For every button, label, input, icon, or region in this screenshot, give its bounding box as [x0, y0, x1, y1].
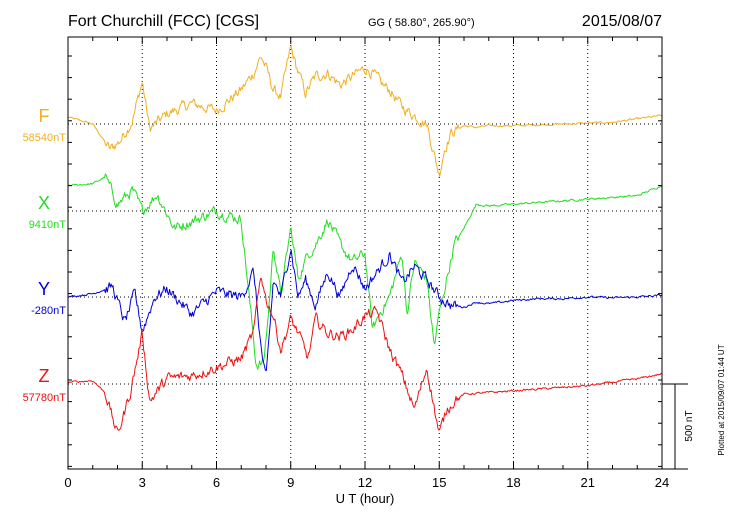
series-line-y	[67, 249, 663, 372]
series-name-f: F	[39, 106, 50, 126]
x-axis-label: U T (hour)	[336, 491, 395, 506]
series-name-z: Z	[39, 366, 50, 386]
series-baseline-value-f: 58540nT	[23, 132, 67, 144]
baselines	[68, 123, 662, 385]
station-coordinates: GG ( 58.80°, 265.90°)	[368, 17, 475, 29]
x-tick-label: 21	[581, 475, 595, 490]
x-tick-label: 0	[64, 475, 71, 490]
axis-ticks	[67, 37, 663, 469]
x-tick-labels: 0 3 6 9 12 15 18 21 24	[64, 475, 669, 490]
x-tick-label: 9	[287, 475, 294, 490]
series-line-z	[67, 278, 662, 431]
x-tick-label: 12	[358, 475, 372, 490]
series-baseline-value-y: -280nT	[31, 305, 66, 317]
plot-date: 2015/08/07	[582, 13, 662, 30]
x-tick-label: 24	[655, 475, 669, 490]
series-name-y: Y	[38, 279, 50, 299]
x-tick-label: 3	[139, 475, 146, 490]
series-lines	[67, 46, 663, 431]
scale-bar: 500 nT	[662, 383, 695, 470]
scale-bar-label: 500 nT	[684, 410, 695, 441]
series-line-f	[67, 46, 663, 177]
series-labels: F 58540nT X 9410nT Y -280nT Z 57780nT	[23, 106, 67, 404]
station-title: Fort Churchill (FCC) [CGS]	[68, 13, 259, 30]
series-baseline-value-x: 9410nT	[29, 219, 67, 231]
series-baseline-value-z: 57780nT	[23, 392, 67, 404]
x-tick-label: 15	[432, 475, 446, 490]
series-name-x: X	[38, 193, 50, 213]
series-line-x	[67, 173, 663, 370]
x-tick-label: 6	[213, 475, 220, 490]
x-tick-label: 18	[506, 475, 520, 490]
plotted-timestamp: Plotted at 2015/09/07 01:44 UT	[717, 344, 726, 455]
